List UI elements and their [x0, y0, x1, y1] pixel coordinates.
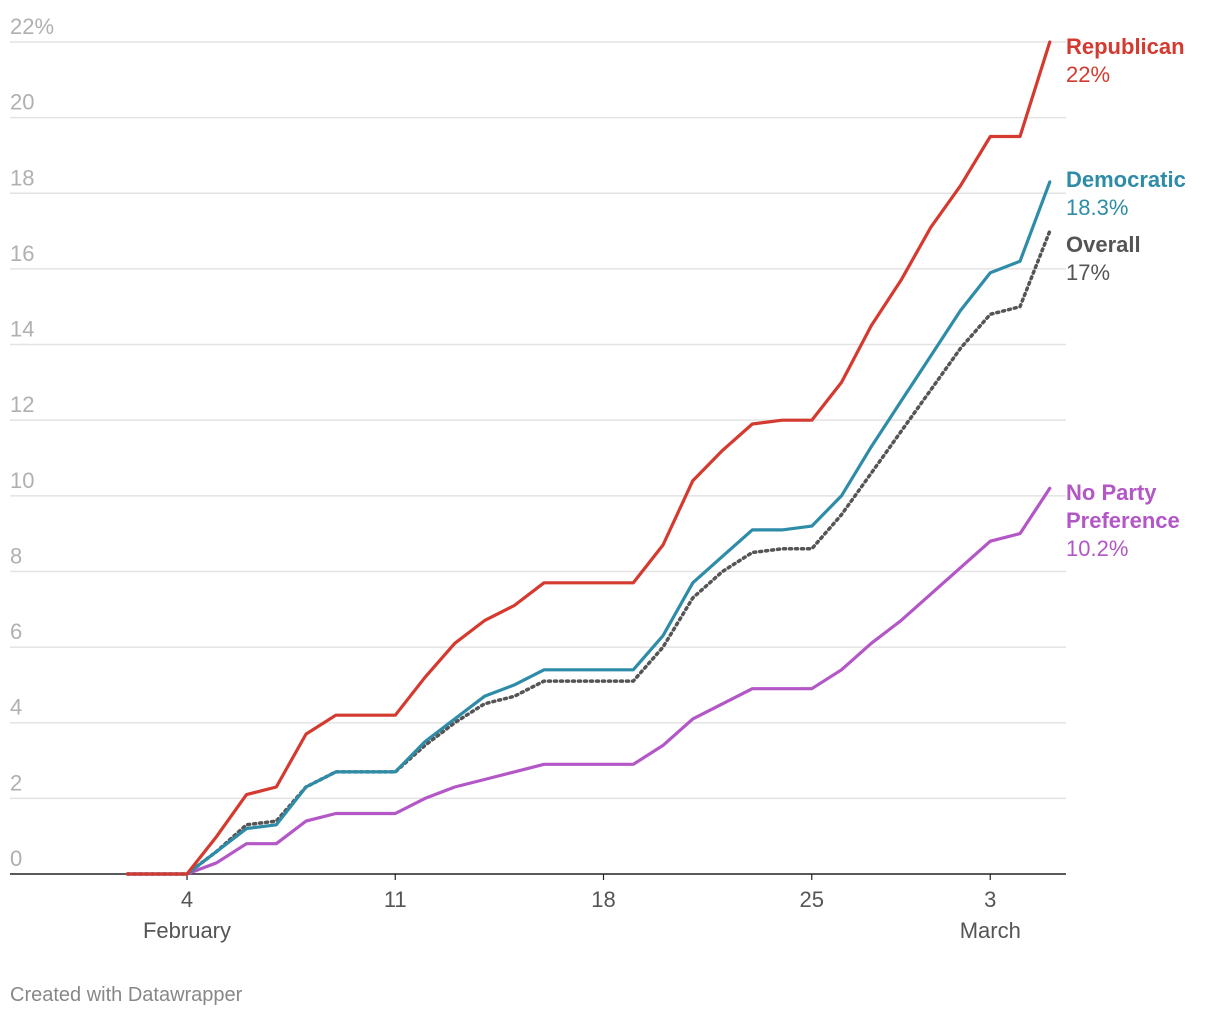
y-tick-label: 6 [10, 619, 22, 644]
series-end-labels: Republican 22% Democratic 18.3% Overall 17% No… [1066, 34, 1186, 561]
y-tick-label: 2 [10, 770, 22, 795]
end-label-name-democratic: Democratic [1066, 167, 1186, 192]
x-axis-ticks: 4 February 11 18 25 3 March [143, 874, 1021, 943]
end-label-name-republican: Republican [1066, 34, 1185, 59]
series-line-republican [125, 40, 1052, 876]
x-tick-month-label: February [143, 918, 231, 943]
gridlines [10, 41, 1066, 875]
y-tick-label: 18 [10, 165, 34, 190]
y-axis-ticks: 0 2 4 6 8 10 12 14 16 18 20 22% [10, 14, 54, 871]
y-tick-label: 8 [10, 543, 22, 568]
end-label-value-republican: 22% [1066, 62, 1110, 87]
series-line-no-party-preference [125, 486, 1052, 876]
series-lines [125, 40, 1052, 876]
y-tick-label: 16 [10, 241, 34, 266]
end-label-value-overall: 17% [1066, 260, 1110, 285]
series-line-democratic [125, 180, 1052, 876]
y-tick-label: 22% [10, 14, 54, 39]
y-tick-label: 20 [10, 90, 34, 115]
y-tick-label: 14 [10, 317, 34, 342]
x-tick-label: 18 [591, 887, 615, 912]
end-label-name-no-party-preference: Preference [1066, 508, 1180, 533]
end-label-name-no-party-preference: No Party [1066, 480, 1157, 505]
x-tick-label: 4 [181, 887, 193, 912]
y-tick-label: 12 [10, 392, 34, 417]
end-label-value-no-party-preference: 10.2% [1066, 536, 1128, 561]
end-label-name-overall: Overall [1066, 232, 1141, 257]
x-tick-month-label: March [960, 918, 1021, 943]
end-label-value-democratic: 18.3% [1066, 195, 1128, 220]
y-tick-label: 0 [10, 846, 22, 871]
series-line-overall [125, 229, 1052, 876]
x-tick-label: 25 [800, 887, 824, 912]
y-tick-label: 4 [10, 695, 22, 720]
y-tick-label: 10 [10, 468, 34, 493]
line-chart: 0 2 4 6 8 10 12 14 16 18 20 22% 4 February 11 18 25 3 Mar… [10, 14, 1186, 943]
credit-footer: Created with Datawrapper [10, 984, 243, 1006]
x-tick-label: 3 [984, 887, 996, 912]
x-tick-label: 11 [384, 887, 407, 912]
